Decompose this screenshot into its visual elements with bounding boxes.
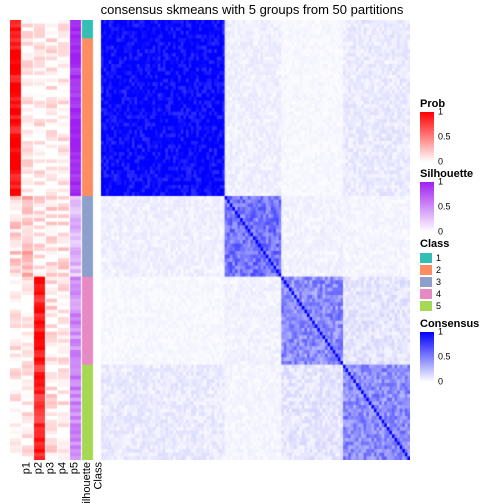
legend-sil-tick: 0 xyxy=(438,228,443,237)
legend-class-swatch xyxy=(420,265,432,275)
legend-title-silhouette: Silhouette xyxy=(420,168,498,180)
legend-class: 12345 xyxy=(420,252,498,312)
legend-class-item: 1 xyxy=(420,252,498,264)
legend-class-label: 4 xyxy=(436,288,441,300)
legend-prob-tick: 0.5 xyxy=(438,133,451,142)
legend-class-label: 5 xyxy=(436,300,441,312)
legend-title-consensus: Consensus xyxy=(420,318,498,330)
legend-cons-tick: 0 xyxy=(438,378,443,387)
legend-prob-tick: 1 xyxy=(438,108,443,117)
annotation-col-label: p1 xyxy=(21,462,33,474)
legends: Prob 1 0.5 0 Silhouette 1 0.5 0 Class 12… xyxy=(420,92,498,384)
legend-cons-tick: 1 xyxy=(438,328,443,337)
legend-class-item: 2 xyxy=(420,264,498,276)
legend-sil-tick: 1 xyxy=(438,178,443,187)
legend-class-item: 3 xyxy=(420,276,498,288)
annotation-col-label: Silhouette xyxy=(81,462,93,504)
legend-class-item: 5 xyxy=(420,300,498,312)
legend-title-class: Class xyxy=(420,238,498,250)
annotation-col-label: p2 xyxy=(33,462,45,474)
page-title: consensus skmeans with 5 groups from 50 … xyxy=(0,2,504,17)
legend-class-label: 3 xyxy=(436,276,441,288)
annotation-col-label: p5 xyxy=(69,462,81,474)
legend-class-swatch xyxy=(420,253,432,263)
annotation-col-label: p3 xyxy=(45,462,57,474)
legend-class-label: 2 xyxy=(436,264,441,276)
legend-consensus: 1 0.5 0 xyxy=(420,332,498,382)
legend-title-prob: Prob xyxy=(420,98,498,110)
legend-class-swatch xyxy=(420,277,432,287)
heatmap-canvas xyxy=(10,20,410,460)
annotation-col-label: p4 xyxy=(57,462,69,474)
legend-class-swatch xyxy=(420,301,432,311)
legend-silhouette: 1 0.5 0 xyxy=(420,182,498,232)
legend-prob: 1 0.5 0 xyxy=(420,112,498,162)
legend-prob-tick: 0 xyxy=(438,158,443,167)
legend-cons-tick: 0.5 xyxy=(438,353,451,362)
legend-class-swatch xyxy=(420,289,432,299)
legend-class-item: 4 xyxy=(420,288,498,300)
legend-sil-tick: 0.5 xyxy=(438,203,451,212)
plot-area xyxy=(10,20,410,460)
legend-class-label: 1 xyxy=(436,252,441,264)
annotation-col-label: Class xyxy=(93,462,105,490)
